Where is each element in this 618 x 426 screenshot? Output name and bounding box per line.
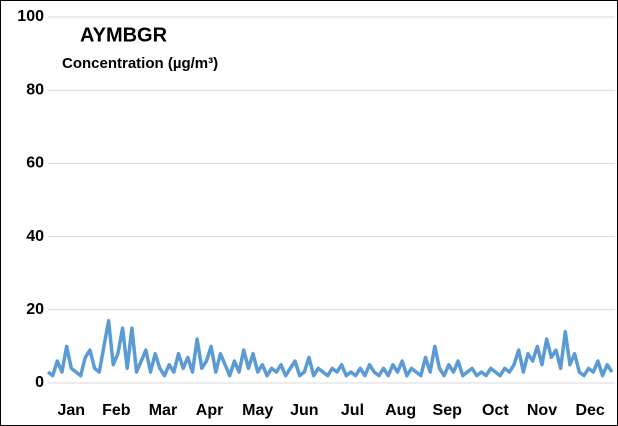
y-tick-label: 0 (35, 374, 44, 391)
x-tick-label: Sep (433, 402, 463, 419)
data-line (46, 319, 614, 378)
y-tick-label: 20 (26, 301, 44, 318)
chart-title: AYMBGR (80, 24, 168, 46)
x-tick-label: Jun (290, 402, 318, 419)
x-tick-label: Feb (102, 402, 131, 419)
x-tick-label: Jan (58, 402, 86, 419)
y-tick-label: 80 (26, 81, 44, 98)
x-tick-label: Nov (527, 402, 557, 419)
x-tick-label: Apr (196, 402, 224, 419)
y-axis-label: Concentration (µg/m³) (62, 55, 218, 72)
y-tick-label: 40 (26, 228, 44, 245)
y-tick-label: 60 (26, 155, 44, 172)
x-tick-label: Oct (482, 402, 509, 419)
x-tick-label: May (242, 402, 273, 419)
y-tick-label: 100 (17, 8, 44, 25)
x-tick-label: Dec (575, 402, 604, 419)
x-tick-label: Aug (385, 402, 416, 419)
x-tick-label: Mar (149, 402, 177, 419)
x-tick-label: Jul (341, 402, 364, 419)
